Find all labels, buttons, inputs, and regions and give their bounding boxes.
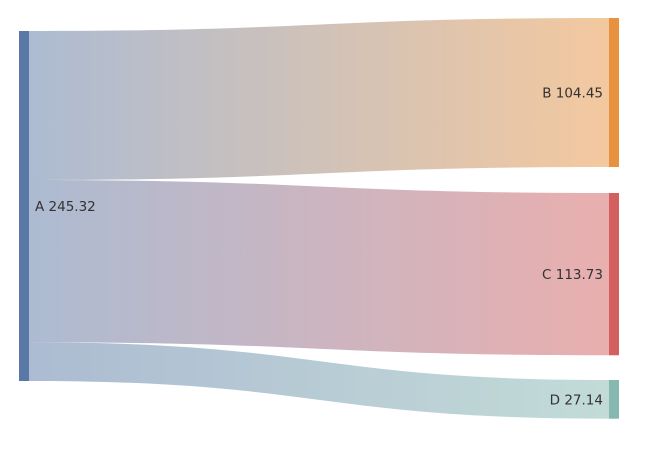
- link-A-D[interactable]: [29, 342, 609, 419]
- link-A-C[interactable]: [29, 180, 609, 356]
- node-label-C: C 113.73: [542, 267, 603, 283]
- node-label-A: A 245.32: [35, 199, 96, 215]
- node-label-B: B 104.45: [542, 86, 603, 102]
- node-C[interactable]: [609, 193, 619, 356]
- node-label-D: D 27.14: [550, 392, 603, 408]
- node-B[interactable]: [609, 18, 619, 168]
- link-A-B[interactable]: [29, 18, 609, 181]
- node-D[interactable]: [609, 380, 619, 419]
- node-A[interactable]: [19, 31, 29, 381]
